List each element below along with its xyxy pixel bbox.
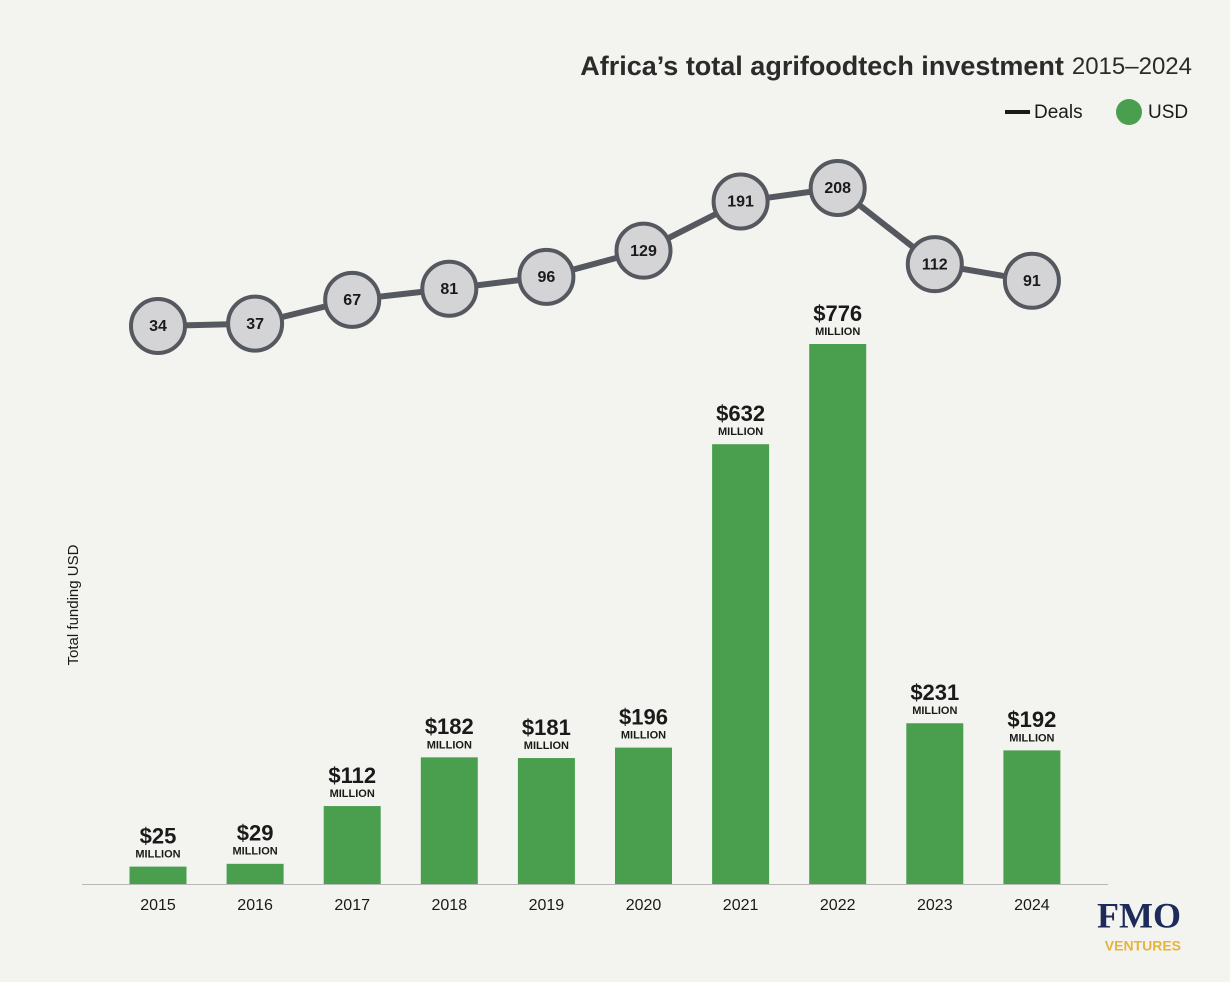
legend-swatch bbox=[1116, 99, 1142, 125]
legend-label: USD bbox=[1148, 102, 1188, 123]
bar bbox=[615, 747, 672, 884]
y-axis-label: Total funding USD bbox=[65, 544, 82, 665]
value-label: $231 bbox=[910, 680, 959, 705]
deal-marker bbox=[1002, 251, 1061, 310]
x-tick-label: 2022 bbox=[820, 897, 856, 914]
title-main: Africa’s total agrifoodtech investment bbox=[580, 51, 1064, 81]
x-tick-label: 2023 bbox=[917, 897, 953, 914]
value-label: $196 bbox=[619, 704, 668, 729]
title-years: 2015–2024 bbox=[1072, 53, 1192, 80]
chart-title: Africa’s total agrifoodtech investment 20… bbox=[580, 51, 1192, 81]
x-tick-label: 2016 bbox=[237, 897, 273, 914]
value-label: $776 bbox=[813, 301, 862, 326]
value-label-unit: MILLION bbox=[135, 849, 180, 861]
x-tick-label: 2017 bbox=[334, 897, 370, 914]
logo-name: FMO bbox=[1097, 895, 1181, 935]
value-label-unit: MILLION bbox=[330, 788, 375, 800]
x-tick-label: 2019 bbox=[529, 897, 565, 914]
deal-label: 112 bbox=[922, 256, 948, 273]
bar bbox=[129, 866, 187, 884]
bar bbox=[517, 758, 575, 884]
value-label: $182 bbox=[425, 714, 474, 739]
value-label-unit: MILLION bbox=[815, 326, 860, 338]
value-label: $25 bbox=[140, 823, 177, 848]
value-label-unit: MILLION bbox=[912, 705, 957, 717]
value-label-unit: MILLION bbox=[621, 730, 666, 742]
bar bbox=[809, 344, 867, 884]
x-tick-label: 2024 bbox=[1014, 897, 1050, 914]
bar bbox=[226, 863, 284, 884]
deal-marker bbox=[323, 270, 382, 329]
value-label: $29 bbox=[237, 821, 274, 846]
deal-marker bbox=[711, 172, 770, 231]
x-tick-label: 2018 bbox=[432, 897, 468, 914]
value-label-unit: MILLION bbox=[1009, 732, 1054, 744]
x-tick-label: 2015 bbox=[140, 897, 176, 914]
x-tick-label: 2021 bbox=[723, 897, 759, 914]
deal-label: 34 bbox=[149, 318, 167, 335]
value-label-unit: MILLION bbox=[524, 740, 569, 752]
deals-line bbox=[157, 184, 1033, 329]
deal-label: 67 bbox=[343, 292, 361, 309]
deal-label: 208 bbox=[824, 180, 851, 197]
deal-label: 37 bbox=[246, 316, 264, 333]
deal-label: 191 bbox=[727, 194, 754, 211]
deal-label: 96 bbox=[538, 269, 556, 286]
value-label-unit: MILLION bbox=[427, 739, 472, 751]
bar bbox=[1003, 750, 1061, 884]
bar bbox=[906, 723, 964, 884]
value-label: $192 bbox=[1007, 707, 1056, 732]
deal-marker bbox=[226, 294, 285, 353]
deal-marker bbox=[420, 259, 479, 318]
value-label-unit: MILLION bbox=[718, 426, 763, 438]
logo-tagline: VENTURES bbox=[1105, 938, 1181, 954]
deal-label: 91 bbox=[1023, 273, 1041, 290]
value-label-unit: MILLION bbox=[232, 846, 277, 858]
deal-label: 129 bbox=[630, 243, 657, 260]
bar bbox=[712, 444, 770, 884]
bar bbox=[323, 806, 381, 884]
deal-marker bbox=[905, 235, 964, 294]
deal-marker bbox=[614, 221, 673, 280]
legend-label: Deals bbox=[1034, 102, 1083, 123]
x-tick-label: 2020 bbox=[626, 897, 662, 914]
deal-marker bbox=[129, 297, 187, 355]
deal-label: 81 bbox=[440, 281, 458, 298]
value-label: $181 bbox=[522, 715, 571, 740]
value-label: $632 bbox=[716, 401, 765, 426]
value-label: $112 bbox=[328, 763, 376, 788]
deal-marker bbox=[808, 159, 867, 217]
bar bbox=[420, 757, 478, 884]
deal-marker bbox=[517, 247, 576, 306]
